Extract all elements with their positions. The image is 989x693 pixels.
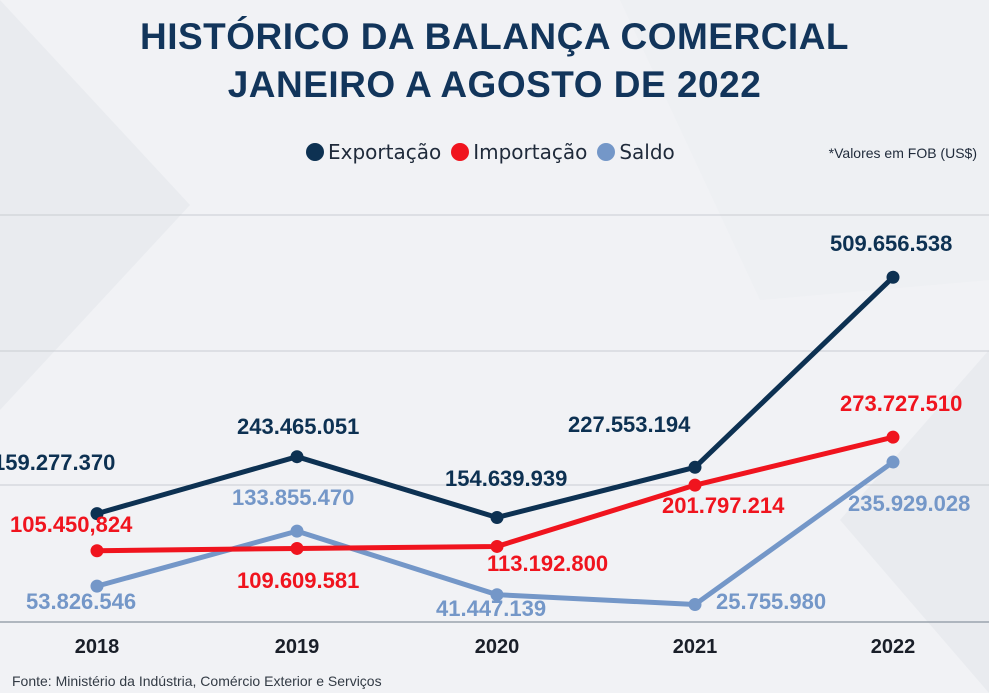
data-point [886,270,900,284]
legend-label-exportacao: Exportação [328,140,442,164]
legend-item-saldo: Saldo [597,140,675,164]
data-point [886,455,900,469]
chart-title: HISTÓRICO DA BALANÇA COMERCIAL [139,16,850,57]
chart-subtitle: JANEIRO A AGOSTO DE 2022 [227,64,762,105]
data-label: 25.755.980 [716,589,826,614]
data-point [290,524,304,538]
values-note: *Valores em FOB (US$) [828,145,977,161]
data-point [688,598,702,612]
data-label: 201.797.214 [662,493,785,518]
data-label: 105.450,824 [10,512,133,537]
data-label: 113.192.800 [487,551,608,576]
data-label: 154.639.939 [445,466,567,491]
legend-label-saldo: Saldo [619,140,675,164]
data-point [688,478,702,492]
source-note: Fonte: Ministério da Indústria, Comércio… [12,673,382,689]
x-tick-label: 2018 [75,636,120,658]
x-tick-label: 2022 [871,636,916,658]
data-point [490,510,504,524]
data-label: 159.277.370 [0,450,115,475]
legend-marker-saldo [597,143,616,161]
legend: Exportação Importação Saldo [306,140,685,164]
data-label: 53.826.546 [26,589,136,614]
x-tick-label: 2019 [275,636,320,658]
data-point [90,544,104,558]
data-label: 227.553.194 [568,412,691,437]
x-tick-label: 2020 [475,636,520,658]
x-tick-label: 2021 [673,636,718,658]
legend-item-exportacao: Exportação [306,140,441,164]
data-point [90,507,104,521]
data-point [290,541,304,555]
data-point [290,450,304,464]
data-point [490,539,504,553]
data-label: 243.465.051 [237,414,359,439]
data-label: 273.727.510 [840,391,962,416]
data-point [490,588,504,602]
data-point [688,460,702,474]
data-label: 109.609.581 [237,568,359,593]
data-label: 41.447.139 [436,596,546,621]
legend-marker-importacao [451,143,470,161]
data-point [90,579,104,593]
data-label: 133.855.470 [232,485,354,510]
legend-marker-exportacao [306,143,324,161]
legend-label-importacao: Importação [473,140,588,164]
data-label: 509.656.538 [830,231,952,256]
data-point [886,430,900,444]
legend-item-importacao: Importação [451,140,587,164]
data-label: 235.929.028 [848,491,970,516]
